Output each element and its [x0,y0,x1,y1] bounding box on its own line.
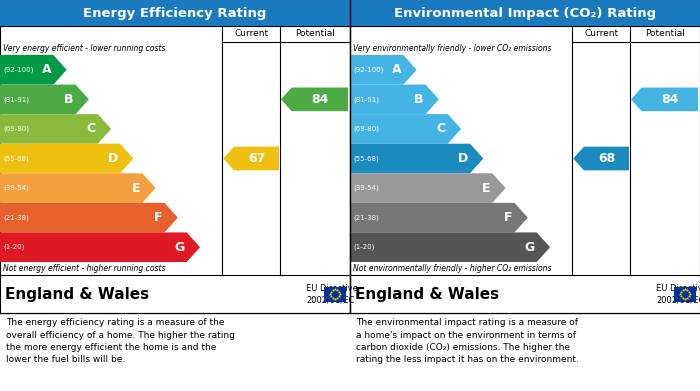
Text: The energy efficiency rating is a measure of the
overall efficiency of a home. T: The energy efficiency rating is a measur… [6,318,235,364]
Text: A: A [42,63,51,76]
Text: EU Directive
2002/91/EC: EU Directive 2002/91/EC [656,284,700,304]
Polygon shape [350,84,439,114]
Text: (55-68): (55-68) [3,155,29,162]
Text: F: F [154,211,162,224]
Polygon shape [350,232,550,262]
Text: Potential: Potential [295,29,335,38]
Text: Very environmentally friendly - lower CO₂ emissions: Very environmentally friendly - lower CO… [353,44,552,53]
Text: 68: 68 [598,152,615,165]
Text: Current: Current [584,29,618,38]
Polygon shape [573,147,629,170]
Text: Energy Efficiency Rating: Energy Efficiency Rating [83,7,267,20]
Text: 84: 84 [311,93,328,106]
Text: B: B [414,93,424,106]
Polygon shape [0,144,133,173]
Text: The environmental impact rating is a measure of
a home's impact on the environme: The environmental impact rating is a mea… [356,318,579,364]
Polygon shape [350,203,528,232]
Polygon shape [0,232,200,262]
Text: G: G [174,241,185,254]
Text: Not energy efficient - higher running costs: Not energy efficient - higher running co… [3,264,165,273]
Text: (39-54): (39-54) [3,185,29,191]
Text: (81-91): (81-91) [353,96,379,102]
Text: E: E [132,181,140,195]
Text: C: C [437,122,446,135]
Polygon shape [0,55,66,84]
Text: (1-20): (1-20) [353,244,375,251]
Text: England & Wales: England & Wales [355,287,499,301]
Text: (69-80): (69-80) [3,126,29,132]
Text: Environmental Impact (CO₂) Rating: Environmental Impact (CO₂) Rating [394,7,656,20]
Polygon shape [350,144,483,173]
Text: Potential: Potential [645,29,685,38]
Text: C: C [87,122,96,135]
Text: (1-20): (1-20) [3,244,25,251]
Bar [324,287,346,301]
Bar [350,26,700,313]
Bar [674,287,696,301]
Text: A: A [392,63,401,76]
Text: 67: 67 [248,152,265,165]
Text: (21-38): (21-38) [353,214,379,221]
Text: (92-100): (92-100) [3,66,34,73]
Text: G: G [524,241,535,254]
Polygon shape [223,147,279,170]
Text: (81-91): (81-91) [3,96,29,102]
Polygon shape [0,114,111,144]
Text: Very energy efficient - lower running costs: Very energy efficient - lower running co… [3,44,165,53]
Text: EU Directive
2002/91/EC: EU Directive 2002/91/EC [306,284,358,304]
Text: D: D [458,152,468,165]
Bar [350,275,700,313]
Text: (69-80): (69-80) [353,126,379,132]
Bar [0,26,350,313]
Polygon shape [631,88,698,111]
Text: (21-38): (21-38) [3,214,29,221]
Text: England & Wales: England & Wales [5,287,149,301]
Polygon shape [350,55,416,84]
Bar [0,0,350,26]
Text: (39-54): (39-54) [353,185,379,191]
Text: Not environmentally friendly - higher CO₂ emissions: Not environmentally friendly - higher CO… [353,264,552,273]
Polygon shape [0,173,155,203]
Bar [350,0,700,26]
Text: (55-68): (55-68) [353,155,379,162]
Polygon shape [0,203,178,232]
Polygon shape [281,88,348,111]
Text: 84: 84 [661,93,678,106]
Text: (92-100): (92-100) [353,66,384,73]
Text: D: D [108,152,118,165]
Text: E: E [482,181,490,195]
Polygon shape [0,84,89,114]
Text: Current: Current [234,29,268,38]
Polygon shape [350,114,461,144]
Text: F: F [504,211,512,224]
Bar [0,275,350,313]
Polygon shape [350,173,505,203]
Text: B: B [64,93,74,106]
